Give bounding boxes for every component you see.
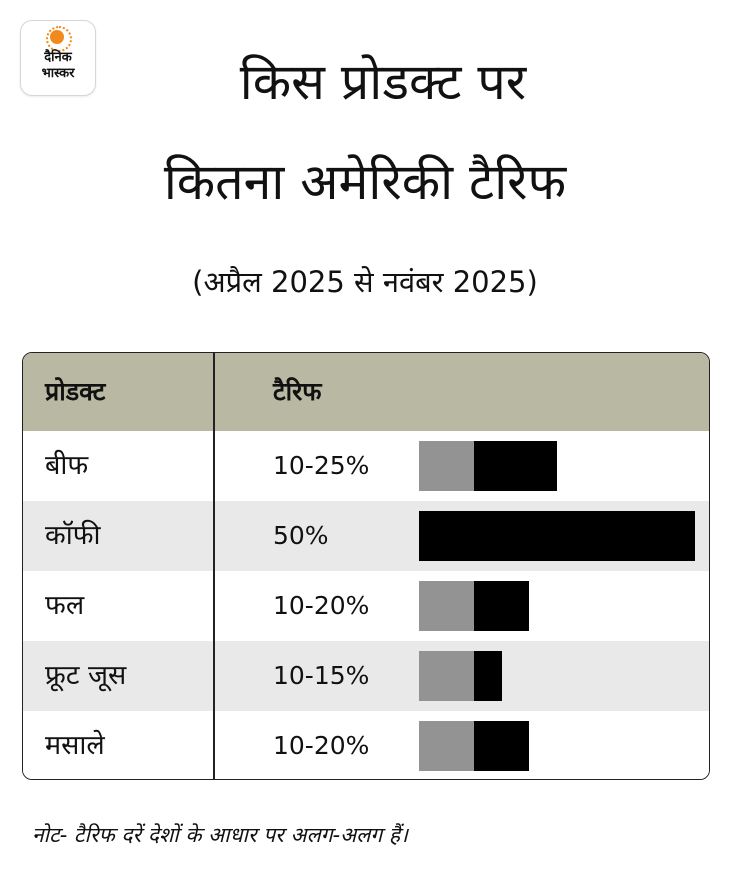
- tariff-bar: [419, 511, 695, 561]
- header-product: प्रोडक्ट: [45, 377, 106, 406]
- product-label: बीफ: [45, 450, 89, 481]
- date-range-subtitle: (अप्रैल 2025 से नवंबर 2025): [192, 265, 538, 299]
- tariff-value: 50%: [273, 521, 329, 550]
- tariff-bar-range-segment: [474, 581, 530, 631]
- tariff-bar: [419, 441, 695, 491]
- table-header: प्रोडक्ट टैरिफ: [23, 353, 709, 431]
- tariff-bar-range-segment: [474, 651, 502, 701]
- tariff-bar-min-segment: [419, 651, 475, 701]
- logo-text-line2: भास्कर: [41, 66, 75, 81]
- tariff-value: 10-25%: [273, 451, 370, 480]
- sun-icon: [46, 26, 72, 52]
- column-divider: [213, 353, 215, 779]
- brand-logo: दैनिक भास्कर: [20, 20, 96, 96]
- tariff-bar: [419, 651, 695, 701]
- tariff-bar-min-segment: [419, 581, 475, 631]
- product-label: मसाले: [45, 730, 105, 761]
- tariff-value: 10-20%: [273, 591, 370, 620]
- tariff-bar-range-segment: [474, 721, 530, 771]
- table-row: फ्रूट जूस 10-15%: [23, 641, 709, 711]
- product-label: फ्रूट जूस: [45, 660, 127, 691]
- product-label: फल: [45, 590, 85, 621]
- tariff-bar: [419, 721, 695, 771]
- table-row: मसाले 10-20%: [23, 711, 709, 779]
- tariff-bar: [419, 581, 695, 631]
- tariff-bar-min-segment: [419, 441, 475, 491]
- tariff-bar-min-segment: [419, 721, 475, 771]
- title-line-2: कितना अमेरिकी टैरिफ: [163, 153, 567, 211]
- tariff-value: 10-15%: [273, 661, 370, 690]
- tariff-table: प्रोडक्ट टैरिफ बीफ 10-25% कॉफी 50% फल 10-20% फ…: [22, 352, 710, 780]
- header-tariff: टैरिफ: [273, 377, 322, 406]
- tariff-value: 10-20%: [273, 731, 370, 760]
- table-row: बीफ 10-25%: [23, 431, 709, 501]
- product-label: कॉफी: [45, 520, 101, 551]
- tariff-bar-range-segment: [419, 511, 695, 561]
- table-row: फल 10-20%: [23, 571, 709, 641]
- tariff-bar-range-segment: [474, 441, 557, 491]
- logo-text-line1: दैनिक: [44, 50, 72, 65]
- table-row: कॉफी 50%: [23, 501, 709, 571]
- title-line-1: किस प्रोडक्ट पर: [239, 53, 527, 111]
- footnote: नोट- टैरिफ दरें देशों के आधार पर अलग-अलग…: [32, 823, 409, 847]
